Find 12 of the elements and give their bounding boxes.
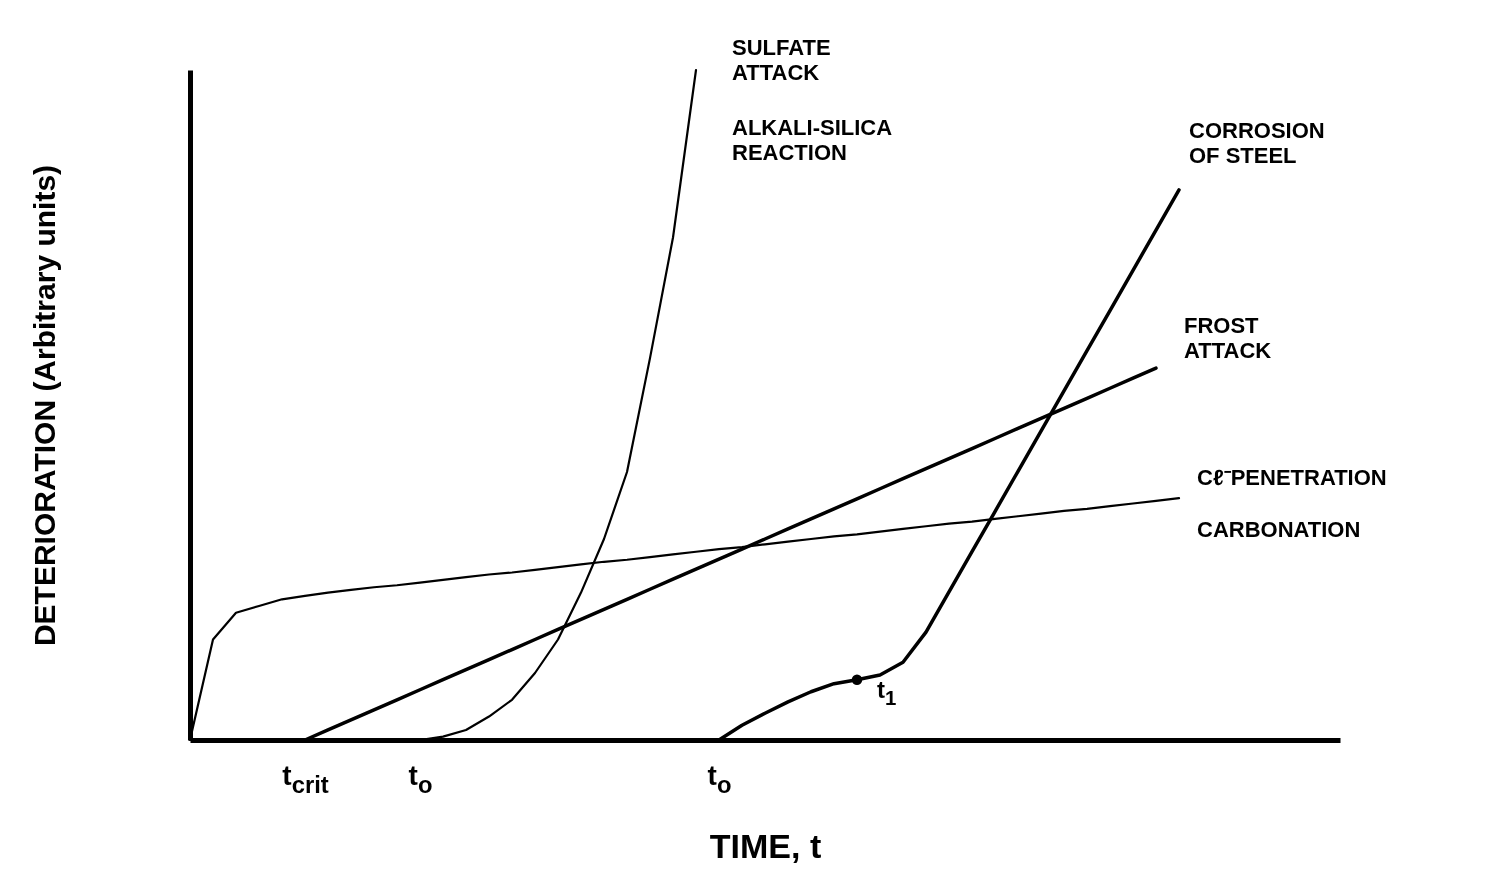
y-axis-title: DETERIORATION (Arbitrary units) bbox=[27, 164, 61, 647]
series-label: SULFATE ATTACK bbox=[732, 35, 831, 85]
series-label: CORROSION OF STEEL bbox=[1189, 117, 1325, 168]
x-tick-label: t$_{crit}$ bbox=[282, 759, 329, 798]
x-axis-title: TIME, t bbox=[709, 826, 822, 865]
series-label: Cℓ⁻PENETRATION bbox=[1197, 465, 1387, 491]
annotation: CARBONATION bbox=[1197, 517, 1361, 543]
annotation: t$_{1}$ bbox=[877, 675, 897, 709]
series-label: FROST ATTACK bbox=[1184, 313, 1272, 364]
annotation: ALKALI-SILICA REACTION bbox=[732, 115, 893, 165]
x-tick-label: t$_{o}$ bbox=[408, 759, 433, 798]
x-tick-label: t$_{o}$ bbox=[707, 759, 732, 798]
